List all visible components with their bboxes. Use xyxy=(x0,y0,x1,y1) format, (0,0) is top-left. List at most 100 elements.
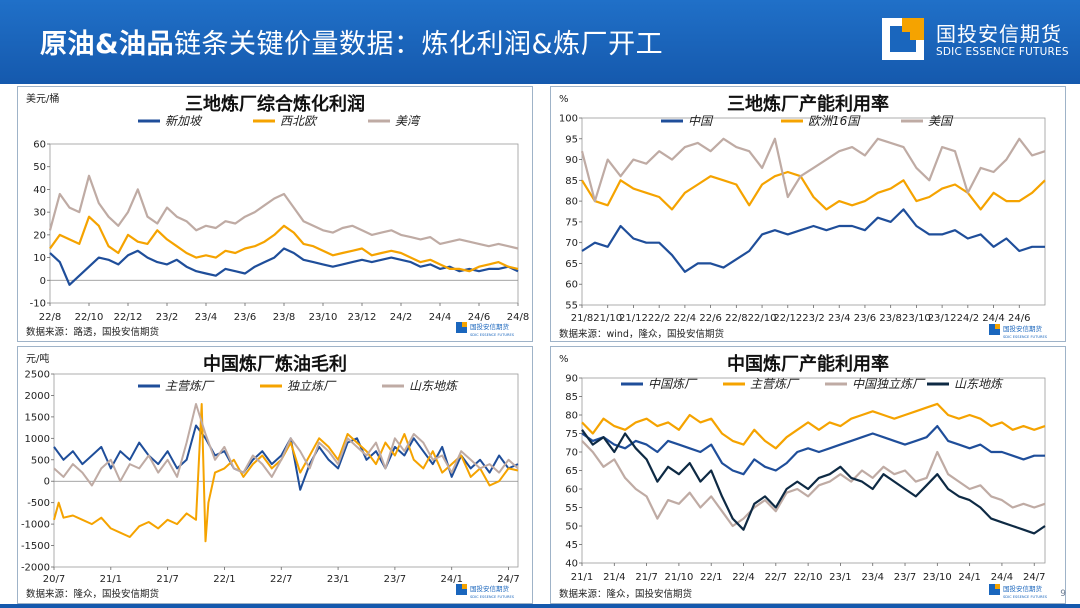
chart-4-ytick-label: 90 xyxy=(565,374,578,385)
chart-3-small-logo: 国投安信期货 SDIC ESSENCE FUTURES xyxy=(456,584,515,599)
chart-4-ytick-label: 55 xyxy=(565,503,578,514)
chart-2-ytick-label: 95 xyxy=(565,134,578,145)
chart-2-ytick-label: 65 xyxy=(565,259,578,270)
chart-3-legend-label: 独立炼厂 xyxy=(287,379,337,393)
chart-1-small-logo-accent-icon xyxy=(462,322,467,327)
chart-2-xtick-label: 24/4 xyxy=(982,313,1004,324)
chart-3-ytick-label: 1500 xyxy=(25,412,50,423)
chart-2-small-logo-icon xyxy=(989,324,1000,335)
chart-2-unit: % xyxy=(559,94,569,105)
chart-1-xtick-label: 23/4 xyxy=(195,312,217,323)
chart-1-xtick-label: 24/2 xyxy=(390,312,412,323)
chart-4-ytick-label: 65 xyxy=(565,466,578,477)
chart-4-xtick-label: 21/4 xyxy=(603,572,625,583)
chart-3-ytick-label: 0 xyxy=(44,477,50,488)
chart-3-legend-label: 山东地炼 xyxy=(409,379,459,393)
chart-1-xtick-label: 24/8 xyxy=(507,312,529,323)
chart-2-ytick-label: 60 xyxy=(565,280,578,291)
chart-2-legend-label: 美国 xyxy=(928,114,954,128)
chart-2-small-logo-cn: 国投安信期货 xyxy=(1003,324,1043,333)
chart-3-ytick-label: -1500 xyxy=(21,541,50,552)
chart-4-xtick-label: 22/1 xyxy=(700,572,722,583)
chart-panel-2: 三地炼厂产能利用率% 55 60 65 70 75 80 85 90 95 100 21/8 21/10… xyxy=(550,86,1066,342)
chart-4-ytick-label: 45 xyxy=(565,540,578,551)
logo-en-text: SDIC ESSENCE FUTURES xyxy=(936,46,1069,58)
chart-3-ytick-label: 2000 xyxy=(25,391,50,402)
chart-4-series-3-line xyxy=(581,440,1046,528)
chart-4-xtick-label: 22/7 xyxy=(765,572,787,583)
chart-3-xtick-label: 22/1 xyxy=(213,574,235,585)
chart-3-xtick-label: 22/7 xyxy=(270,574,292,585)
chart-2-series-1-line xyxy=(581,208,1045,273)
chart-1-ytick-label: -10 xyxy=(30,299,46,310)
chart-4-legend-label: 主营炼厂 xyxy=(750,377,800,391)
chart-4-xtick-label: 24/7 xyxy=(1023,572,1045,583)
chart-1-small-logo: 国投安信期货 SDIC ESSENCE FUTURES xyxy=(456,322,515,337)
chart-4-xtick-label: 21/1 xyxy=(571,572,593,583)
chart-2-ytick-label: 75 xyxy=(565,217,578,228)
chart-2-plot-area xyxy=(581,117,1046,306)
chart-3-small-logo-icon xyxy=(456,584,467,595)
chart-1-svg: 三地炼厂综合炼化利润 美元/桶 -10 0 10 20 30 40 50 60 22/8 22/10 2… xyxy=(26,92,529,338)
chart-2-ytick-label: 80 xyxy=(565,197,578,208)
chart-2-xtick-label: 24/6 xyxy=(1008,313,1030,324)
chart-4-xtick-label: 23/1 xyxy=(829,572,851,583)
slide-header: 原油&油品链条关键价量数据：炼化利润&炼厂开工 国投安信期货 SDIC ESSE… xyxy=(0,0,1080,84)
chart-panel-3: 中国炼厂炼油毛利 元/吨 -2000 -1500 -1000 -500 0 500 1000 15… xyxy=(17,346,533,604)
chart-1-legend-label: 美湾 xyxy=(395,114,421,128)
chart-4-ytick-label: 40 xyxy=(565,559,578,570)
chart-1-xtick-label: 22/12 xyxy=(114,312,143,323)
chart-2-xtick-label: 21/10 xyxy=(593,313,622,324)
chart-3-plot-area xyxy=(53,373,519,568)
chart-1-xtick-label: 24/6 xyxy=(468,312,490,323)
chart-3-small-logo-accent-icon xyxy=(462,584,467,589)
chart-4-legend-label: 中国炼厂 xyxy=(648,377,698,391)
chart-2-ytick-label: 85 xyxy=(565,176,578,187)
chart-1-ytick-label: 50 xyxy=(33,162,46,173)
chart-4-svg: 中国炼厂产能利用率% 40 45 50 55 60 65 70 75 80 85 90 21/1 21/4… xyxy=(559,353,1048,600)
chart-1-ytick-label: 30 xyxy=(33,208,46,219)
chart-2-xtick-label: 23/8 xyxy=(879,313,901,324)
chart-4-series-4-line xyxy=(581,429,1046,535)
chart-3-source: 数据来源：隆众，国投安信期货 xyxy=(26,588,159,600)
chart-4-ytick-label: 70 xyxy=(565,448,578,459)
chart-3-legend-label: 主营炼厂 xyxy=(165,379,215,393)
chart-4-xtick-label: 22/4 xyxy=(732,572,754,583)
chart-4-small-logo-icon xyxy=(989,584,1000,595)
chart-1-xtick-label: 22/10 xyxy=(75,312,104,323)
chart-1-ytick-label: 20 xyxy=(33,230,46,241)
chart-2-xtick-label: 22/2 xyxy=(648,313,670,324)
chart-2-ytick-label: 90 xyxy=(565,155,578,166)
slide-title-bold: 原油&油品 xyxy=(40,29,175,60)
chart-3-svg: 中国炼厂炼油毛利 元/吨 -2000 -1500 -1000 -500 0 500 1000 15… xyxy=(21,352,520,600)
chart-4-small-logo-en: SDIC ESSENCE FUTURES xyxy=(1003,595,1048,599)
chart-1-ytick-label: 0 xyxy=(40,276,46,287)
chart-4-xtick-label: 23/7 xyxy=(894,572,916,583)
chart-2-xtick-label: 23/10 xyxy=(902,313,931,324)
chart-2-xtick-label: 23/12 xyxy=(928,313,957,324)
chart-1-title: 三地炼厂综合炼化利润 xyxy=(185,93,365,115)
chart-1-small-logo-icon xyxy=(456,322,467,333)
chart-1-xtick-label: 23/12 xyxy=(348,312,377,323)
company-logo: 国投安信期货 SDIC ESSENCE FUTURES xyxy=(880,14,1070,74)
chart-3-title: 中国炼厂炼油毛利 xyxy=(203,353,347,375)
chart-3-xtick-label: 21/1 xyxy=(100,574,122,585)
chart-1-unit: 美元/桶 xyxy=(26,92,59,105)
footer-bar xyxy=(0,604,1080,608)
chart-2-xtick-label: 21/8 xyxy=(571,313,593,324)
chart-3-xtick-label: 21/7 xyxy=(156,574,178,585)
chart-4-ytick-label: 60 xyxy=(565,485,578,496)
chart-4-xtick-label: 22/10 xyxy=(794,572,823,583)
slide-title: 原油&油品链条关键价量数据：炼化利润&炼厂开工 xyxy=(40,22,663,61)
chart-4-legend-label: 中国独立炼厂 xyxy=(852,377,926,391)
slide-title-rest: 链条关键价量数据：炼化利润&炼厂开工 xyxy=(174,29,664,60)
chart-1-ytick-label: 60 xyxy=(33,140,46,151)
chart-3-ytick-label: 2500 xyxy=(25,370,50,381)
chart-2-ytick-label: 55 xyxy=(565,301,578,312)
chart-1-ytick-label: 40 xyxy=(33,185,46,196)
chart-3-series-2-line xyxy=(53,403,519,543)
chart-2-xtick-label: 22/8 xyxy=(725,313,747,324)
chart-2-xtick-label: 24/2 xyxy=(957,313,979,324)
chart-4-legend-label: 山东地炼 xyxy=(954,377,1004,391)
chart-4-ytick-label: 50 xyxy=(565,522,578,533)
